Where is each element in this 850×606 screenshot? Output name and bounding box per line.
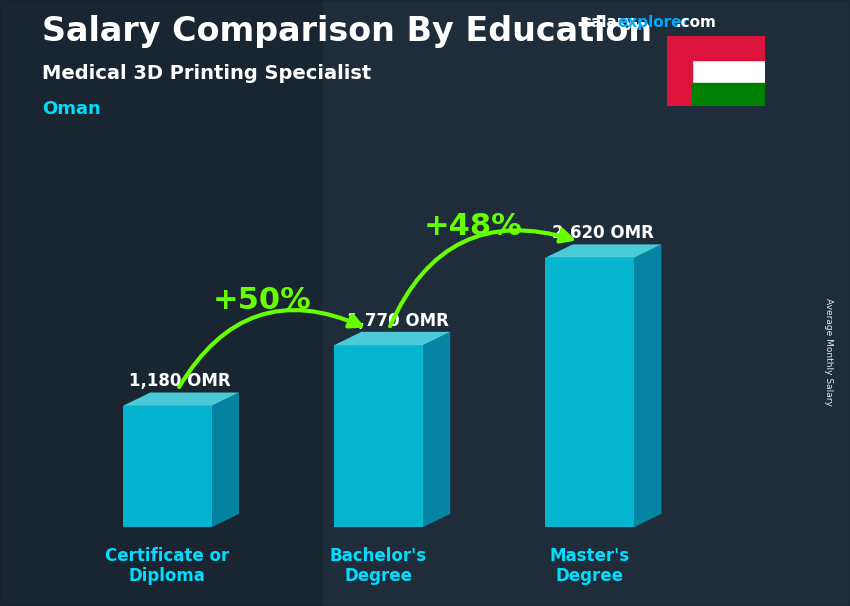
Text: 2,620 OMR: 2,620 OMR xyxy=(552,224,654,242)
Polygon shape xyxy=(334,332,450,345)
Text: Oman: Oman xyxy=(42,100,101,118)
Polygon shape xyxy=(545,258,634,527)
Polygon shape xyxy=(334,345,422,527)
Polygon shape xyxy=(634,244,661,527)
Bar xyxy=(0,0,323,606)
Text: Medical 3D Printing Specialist: Medical 3D Printing Specialist xyxy=(42,64,371,82)
Text: 1,180 OMR: 1,180 OMR xyxy=(129,372,230,390)
Bar xyxy=(692,83,765,106)
Text: +50%: +50% xyxy=(212,285,312,315)
Polygon shape xyxy=(122,406,212,527)
Text: +48%: +48% xyxy=(424,211,523,241)
Bar xyxy=(323,0,850,606)
Polygon shape xyxy=(422,332,450,527)
Text: 1,770 OMR: 1,770 OMR xyxy=(347,311,449,330)
Polygon shape xyxy=(122,393,239,406)
Text: Average Monthly Salary: Average Monthly Salary xyxy=(824,298,833,405)
Text: Salary Comparison By Education: Salary Comparison By Education xyxy=(42,15,653,48)
Text: salary: salary xyxy=(582,15,635,30)
Bar xyxy=(667,36,692,106)
Text: .com: .com xyxy=(676,15,717,30)
Bar xyxy=(692,36,765,59)
Text: explorer: explorer xyxy=(617,15,689,30)
Polygon shape xyxy=(545,244,661,258)
Polygon shape xyxy=(212,393,239,527)
